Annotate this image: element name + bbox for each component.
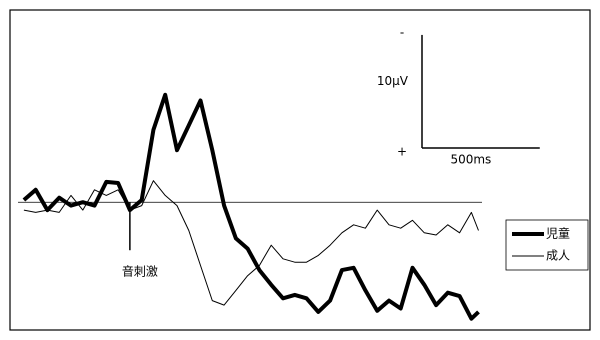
series-line <box>22 92 480 321</box>
legend-label: 児童 <box>546 226 570 241</box>
scale-bar-x-label: 500ms <box>450 153 491 167</box>
annotation: 音刺激 <box>122 264 158 279</box>
legend-label: 成人 <box>546 249 570 263</box>
series-line <box>23 180 479 306</box>
scale-bar-y-label: 10μV <box>377 74 409 88</box>
legend-box <box>505 219 589 271</box>
frame <box>9 9 591 331</box>
positive-label: + <box>397 145 407 159</box>
negative-label: - <box>400 25 404 39</box>
